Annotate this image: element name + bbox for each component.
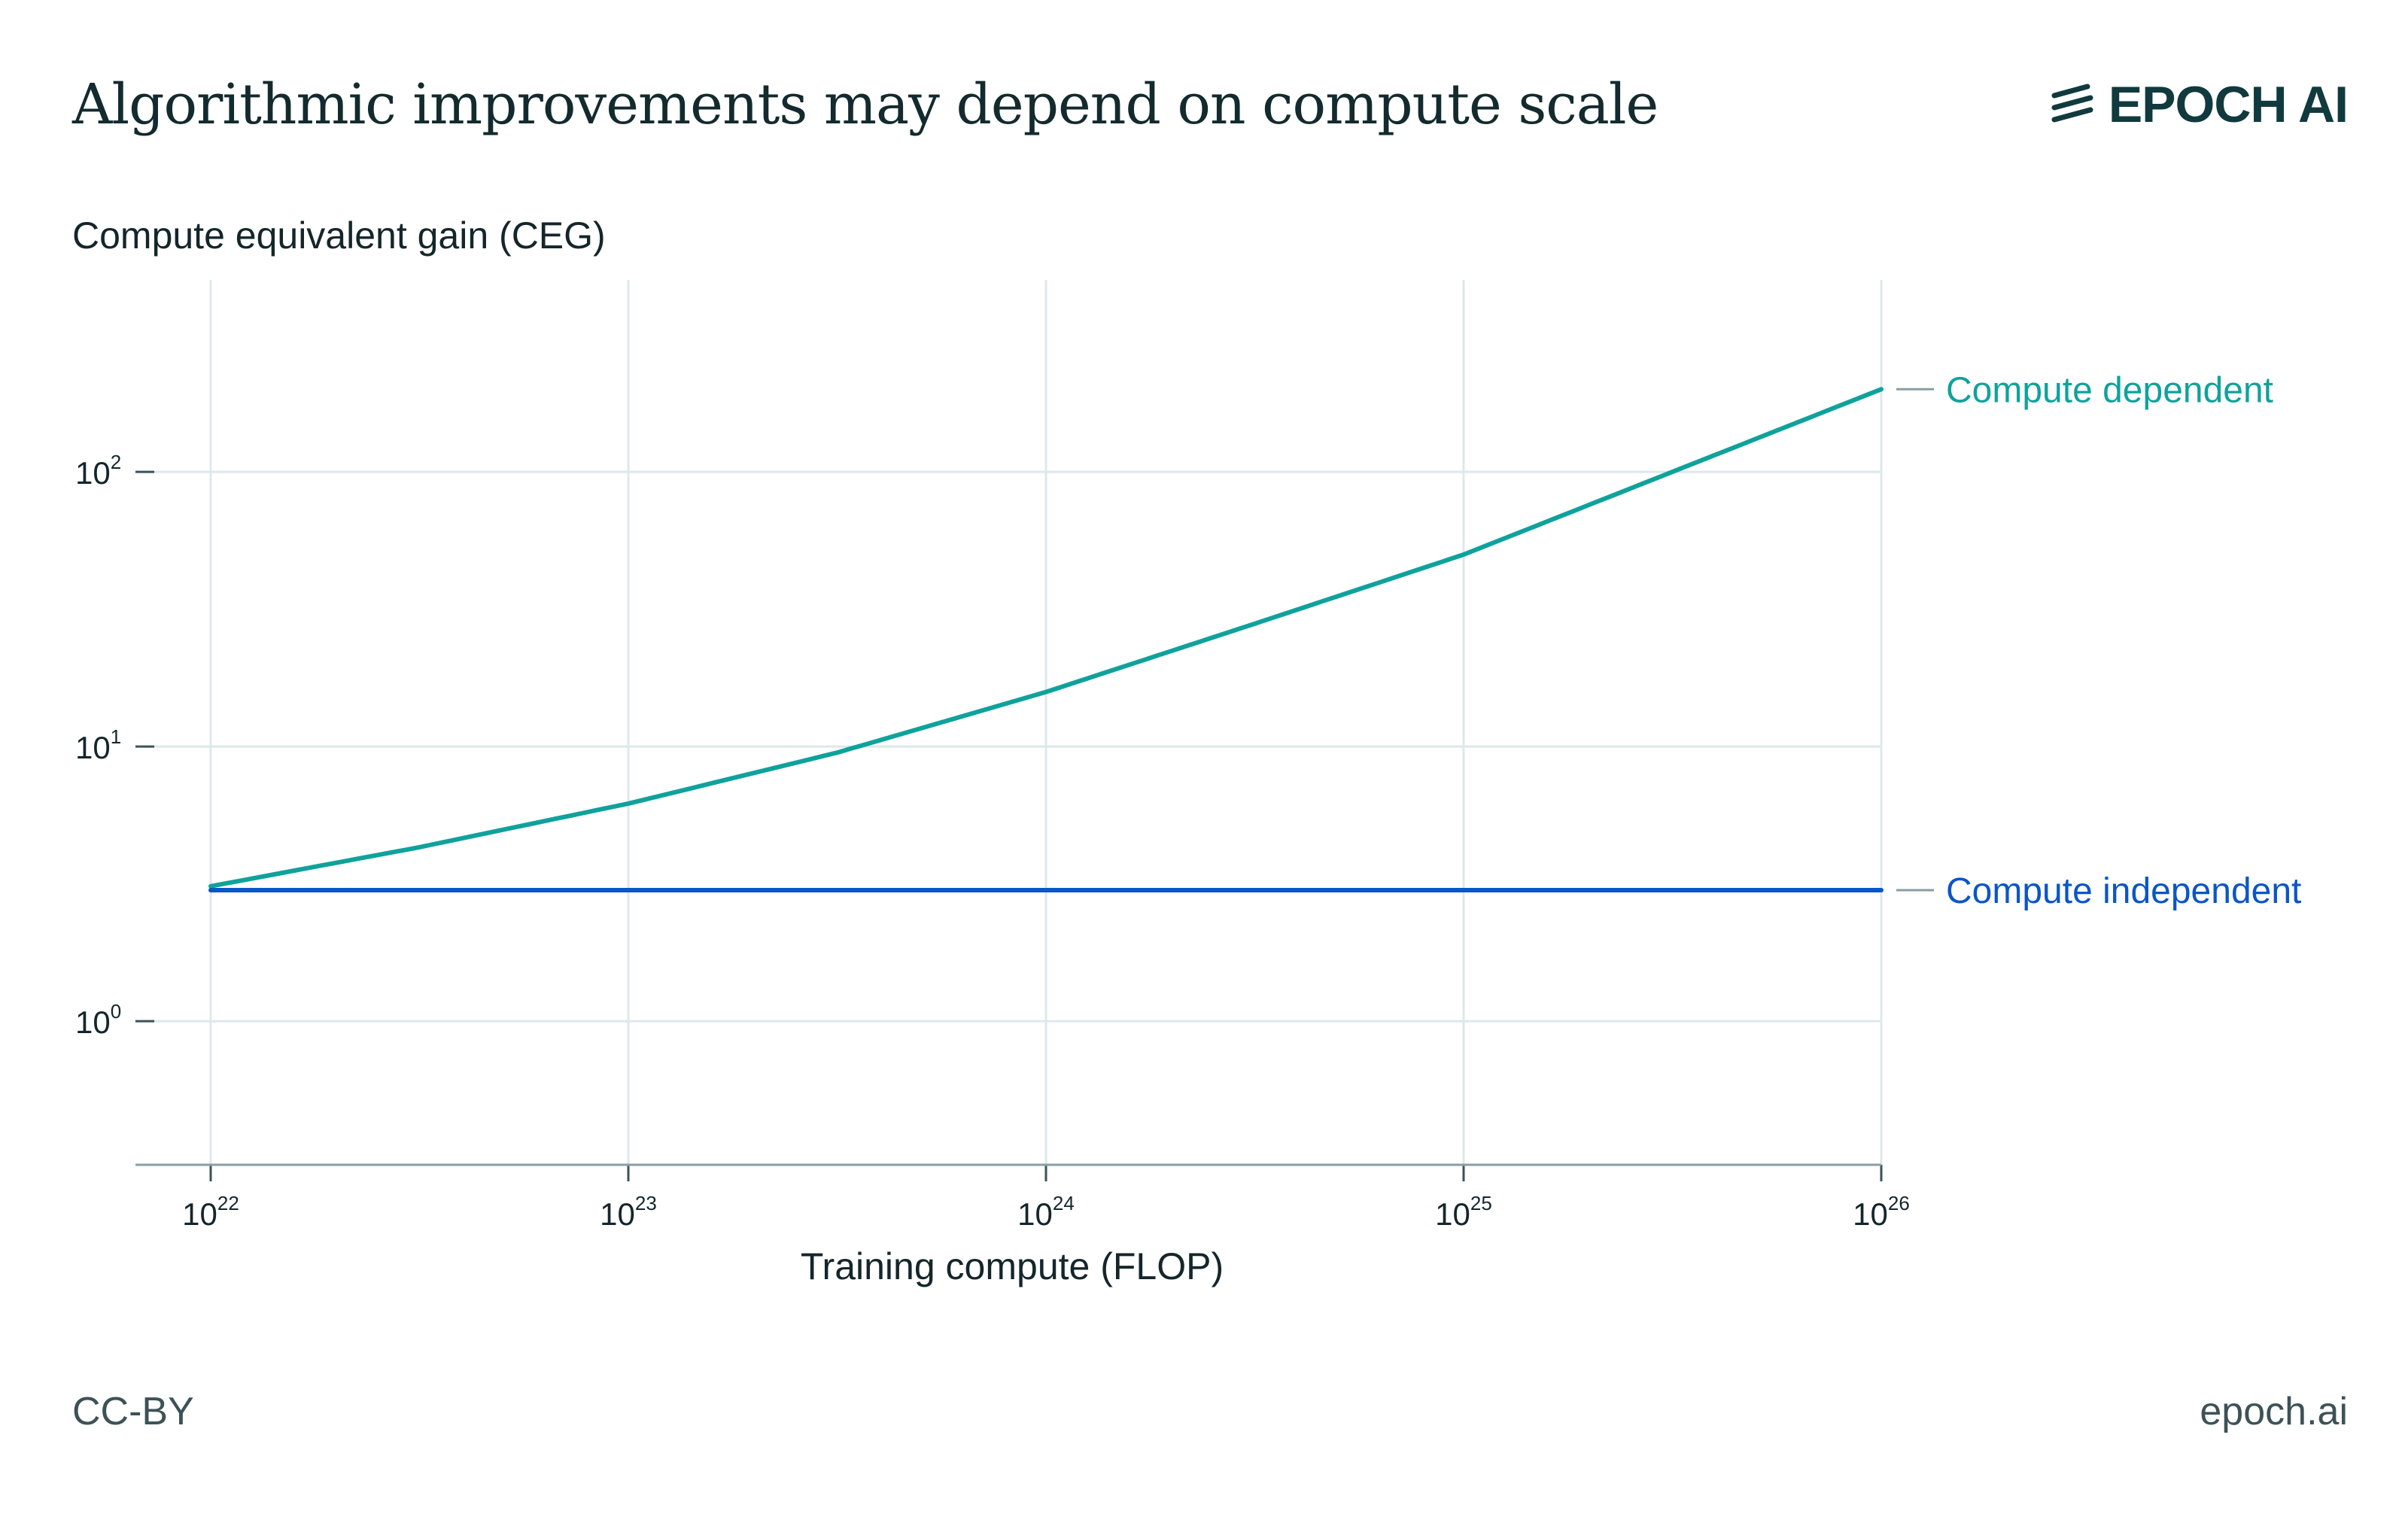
- series-labels: Compute dependent Compute independent: [1896, 370, 2301, 911]
- brand-logo[interactable]: EPOCH AI: [2050, 75, 2349, 134]
- series-line-0: [208, 387, 1884, 889]
- y-tick-label: 100: [75, 1000, 121, 1040]
- x-axis-label: Training compute (FLOP): [801, 1245, 1224, 1287]
- x-tick-label: 1023: [600, 1192, 657, 1232]
- gridlines: [143, 280, 1883, 1165]
- series-label: Compute dependent: [1946, 370, 2273, 410]
- site-link[interactable]: epoch.ai: [2200, 1390, 2348, 1433]
- epoch-slash-mark-icon: [2051, 84, 2093, 123]
- x-tick-label: 1024: [1017, 1192, 1075, 1232]
- license-label: CC-BY: [72, 1390, 194, 1433]
- y-tick-label: 101: [75, 725, 121, 765]
- x-tick-label: 1026: [1853, 1192, 1910, 1232]
- x-tick-label: 1025: [1435, 1192, 1492, 1232]
- x-tick-label: 1022: [182, 1192, 239, 1232]
- brand-name: EPOCH AI: [2108, 76, 2349, 133]
- chart-title: Algorithmic improvements may depend on c…: [72, 72, 1659, 137]
- series-label: Compute independent: [1946, 871, 2301, 911]
- y-axis-label: Compute equivalent gain (CEG): [72, 214, 606, 257]
- axes: 1022 1023 1024 1025 1026 100 101 102: [75, 451, 1910, 1232]
- y-tick-label: 102: [75, 451, 121, 491]
- series-lines: [208, 387, 1884, 892]
